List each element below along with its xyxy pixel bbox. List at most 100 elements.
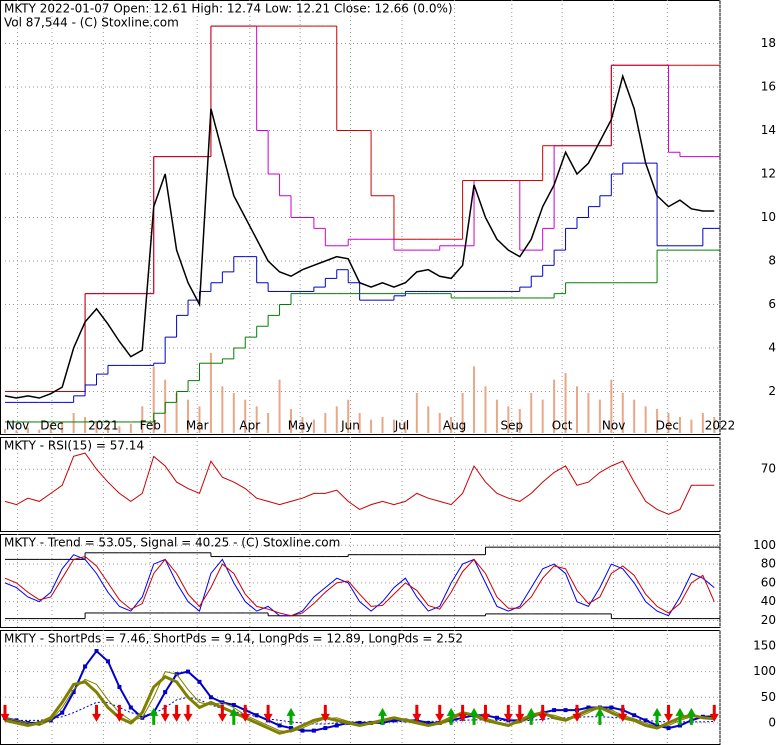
panel-frame (0, 534, 721, 628)
y-tick-label: 6 (768, 297, 776, 311)
panel-title: MKTY - ShortPds = 7.46, ShortPds = 9.14,… (4, 632, 463, 646)
volume-bar (644, 406, 647, 433)
y-tick-label: 50 (761, 690, 776, 704)
sell-arrow (240, 704, 250, 722)
series-line (4, 452, 715, 515)
panel-frame (0, 630, 721, 745)
volume-bar (656, 409, 659, 433)
sell-arrow (480, 704, 490, 722)
volume-bar (232, 393, 235, 433)
sell-arrow (572, 704, 582, 722)
sell-arrow (160, 704, 170, 722)
chart-title: MKTY 2022-01-07 Open: 12.61 High: 12.74 … (4, 2, 453, 16)
buy-arrow (469, 707, 479, 725)
volume-bar (701, 413, 704, 433)
volume-bar (209, 353, 212, 433)
point-marker (128, 705, 133, 710)
sell-arrow (172, 704, 182, 722)
x-tick-label: Nov (6, 419, 29, 433)
point-marker (60, 710, 65, 715)
volume-bar (518, 409, 521, 433)
point-marker (677, 723, 682, 728)
y-tick-label: 80 (761, 557, 776, 571)
volume-bar (415, 393, 418, 433)
point-marker (117, 684, 122, 689)
volume-bar (118, 426, 121, 433)
sell-arrow (263, 704, 273, 722)
point-marker (94, 649, 99, 654)
volume-bar (312, 419, 315, 433)
point-marker (323, 726, 328, 731)
volume-bar (610, 379, 613, 433)
point-marker (71, 690, 76, 695)
point-marker (632, 713, 637, 718)
buy-arrow (286, 707, 296, 725)
volume-bar (141, 406, 144, 433)
volume-bar (530, 393, 533, 433)
point-marker (586, 705, 591, 710)
x-tick-label: Dec (40, 419, 63, 433)
volume-bar (335, 406, 338, 433)
volume-bar (38, 429, 41, 433)
volume-bar (95, 421, 98, 433)
x-tick-label: 2022 (705, 419, 736, 433)
volume-bar (358, 413, 361, 433)
x-tick-label: Aug (443, 419, 466, 433)
point-marker (163, 690, 168, 695)
sell-arrow (183, 704, 193, 722)
x-tick-label: Apr (239, 419, 260, 433)
y-tick-label: 12 (761, 167, 776, 181)
volume-bar (72, 413, 75, 433)
sell-arrow (0, 704, 10, 722)
volume-bar (484, 386, 487, 433)
point-marker (643, 718, 648, 723)
volume-bar (255, 406, 258, 433)
x-tick-label: Mar (186, 419, 209, 433)
volume-bar (713, 417, 716, 433)
panel-title: MKTY - RSI(15) = 57.14 (4, 439, 144, 453)
volume-bar (26, 427, 29, 433)
volume-bar (175, 393, 178, 433)
volume-bar (267, 413, 270, 433)
volume-bar (553, 379, 556, 433)
sell-arrow (618, 704, 628, 722)
buy-arrow (229, 707, 239, 725)
volume-bar (347, 399, 350, 433)
y-tick-label: 0 (768, 715, 776, 729)
volume-bar (392, 419, 395, 433)
x-tick-label: Sep (500, 419, 523, 433)
buy-arrow (378, 707, 388, 725)
sell-arrow (435, 704, 445, 722)
y-tick-label: 8 (768, 254, 776, 268)
volume-bar (576, 386, 578, 433)
volume-bar (450, 417, 453, 433)
sell-arrow (412, 704, 422, 722)
sell-arrow (114, 704, 124, 722)
x-tick-label: 2021 (88, 419, 119, 433)
volume-bar (427, 406, 430, 433)
volume-bar (633, 399, 636, 433)
volume-bar (244, 399, 247, 433)
series-line (4, 556, 715, 617)
point-marker (254, 713, 259, 718)
y-tick-label: 2 (768, 384, 776, 398)
series-line (4, 73, 715, 399)
y-tick-label: 4 (768, 341, 776, 355)
volume-bar (438, 413, 441, 433)
point-marker (208, 695, 213, 700)
x-tick-label: Feb (140, 419, 161, 433)
volume-bar (187, 399, 190, 433)
point-marker (83, 664, 88, 669)
volume-bar (473, 366, 476, 433)
volume-bar (541, 399, 544, 433)
y-tick-label: 70 (761, 462, 776, 476)
y-tick-label: 150 (753, 638, 776, 652)
point-marker (186, 669, 191, 674)
volume-bar (198, 406, 201, 433)
volume-bar (621, 393, 624, 433)
volume-bar (598, 399, 601, 433)
x-tick-label: Jul (394, 419, 409, 433)
volume-bar (106, 425, 109, 433)
sell-arrow (709, 704, 719, 722)
point-marker (231, 702, 236, 707)
